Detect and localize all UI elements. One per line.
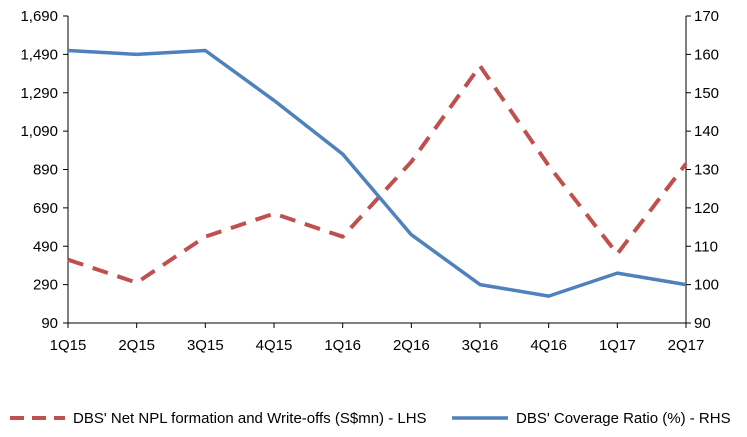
chart-axes [67, 16, 687, 324]
npl-data-point [478, 64, 482, 68]
x-tick-label: 4Q15 [256, 337, 293, 354]
x-tick-label: 2Q16 [393, 337, 430, 354]
npl-data-point [203, 235, 207, 239]
coverage-data-point [341, 152, 345, 156]
right-y-tick-label: 170 [694, 8, 719, 25]
npl-data-point [615, 252, 619, 256]
left-y-tick-label: 890 [33, 162, 58, 179]
right-y-tick-label: 110 [694, 238, 718, 255]
npl-data-point [684, 162, 688, 166]
x-tick-label: 3Q15 [187, 337, 224, 354]
series-line-npl [67, 63, 688, 285]
left-y-tick-label: 1,090 [20, 123, 58, 140]
coverage-data-point [615, 271, 619, 275]
left-y-tick-label: 1,290 [20, 85, 58, 102]
left-y-tick-label: 690 [33, 200, 58, 217]
coverage-data-point [547, 294, 551, 298]
npl-data-point [66, 258, 70, 262]
right-y-tick-label: 160 [694, 46, 719, 63]
coverage-data-point [409, 233, 413, 237]
x-tick-label: 4Q16 [530, 337, 567, 354]
coverage-data-point [66, 49, 70, 53]
legend-label-npl: DBS' Net NPL formation and Write-offs (S… [73, 410, 427, 427]
left-y-tick-label: 290 [33, 277, 58, 294]
left-y-tick-label: 1,490 [20, 46, 58, 63]
x-tick-label: 1Q16 [324, 337, 361, 354]
coverage-data-point [135, 52, 139, 56]
x-tick-label: 1Q17 [599, 337, 636, 354]
x-tick-label: 1Q15 [50, 337, 87, 354]
coverage-data-point [478, 283, 482, 287]
legend-label-coverage: DBS' Coverage Ratio (%) - RHS [516, 410, 731, 427]
left-y-tick-label: 490 [33, 238, 58, 255]
x-tick-label: 2Q17 [668, 337, 705, 354]
coverage-data-point [272, 98, 276, 102]
npl-data-point [341, 235, 345, 239]
right-y-tick-label: 100 [694, 277, 719, 294]
left-y-tick-label: 1,690 [20, 8, 58, 25]
chart-series-layer [66, 48, 688, 298]
coverage-data-point [203, 49, 207, 53]
npl-data-point [409, 160, 413, 164]
right-y-tick-label: 90 [694, 315, 711, 332]
chart-legend: DBS' Net NPL formation and Write-offs (S… [10, 410, 731, 427]
x-tick-label: 3Q16 [462, 337, 499, 354]
right-y-tick-label: 150 [694, 85, 719, 102]
left-y-tick-label: 90 [41, 315, 58, 332]
right-y-tick-label: 140 [694, 123, 719, 140]
right-y-tick-label: 130 [694, 162, 719, 179]
chart-tick-layer: 90 290 490 690 890 1,090 1,290 1,490 1,690 90 100 1… [20, 8, 719, 354]
series-line-coverage [67, 48, 687, 298]
npl-data-point [135, 281, 139, 285]
npl-data-point [272, 212, 276, 216]
x-tick-label: 2Q15 [118, 337, 155, 354]
right-y-tick-label: 120 [694, 200, 719, 217]
npl-data-point [547, 164, 551, 168]
